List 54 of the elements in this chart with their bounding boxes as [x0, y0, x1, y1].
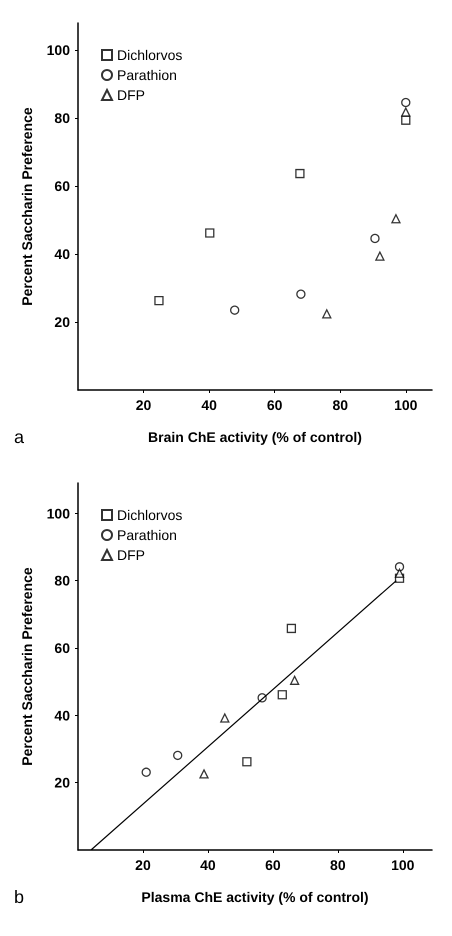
y-tick-label: 60 [54, 640, 70, 656]
legend-label: Dichlorvos [117, 47, 182, 63]
y-tick-label: 80 [54, 110, 70, 126]
x-tick-label: 100 [394, 397, 418, 413]
point [286, 624, 296, 634]
legend-label: Dichlorvos [117, 507, 182, 523]
x-tick-label: 60 [265, 857, 281, 873]
point [242, 757, 252, 766]
x-tick-label: 40 [200, 857, 216, 873]
legend-label: Parathion [117, 67, 177, 83]
text: b [14, 887, 24, 907]
point [401, 107, 410, 117]
x-tick-label: 100 [391, 857, 415, 873]
y-tick-label: 100 [46, 505, 70, 522]
point [401, 98, 410, 108]
point [173, 750, 182, 760]
point [154, 296, 164, 306]
y-axis-title: Percent Saccharin Preference [19, 107, 35, 306]
text: a [14, 427, 25, 447]
y-tick-label: 40 [54, 246, 70, 262]
y-tick-label: 100 [46, 42, 70, 58]
y-tick-label: 20 [54, 774, 70, 791]
point [142, 768, 151, 777]
point [391, 214, 401, 224]
x-axis-title: Plasma ChE activity (% of control) [141, 889, 369, 905]
x-tick-label: 20 [135, 857, 151, 873]
x-tick-label: 80 [332, 397, 348, 413]
x-tick-label: 80 [330, 857, 346, 873]
point [401, 116, 410, 125]
point [322, 309, 332, 319]
point [220, 713, 230, 723]
point [295, 168, 305, 178]
y-tick-label: 40 [54, 707, 70, 724]
point [296, 290, 306, 299]
point [290, 676, 300, 685]
x-tick-label: 20 [136, 397, 152, 413]
point [205, 228, 214, 238]
point [370, 234, 380, 244]
y-tick-label: 20 [54, 314, 70, 330]
point [278, 690, 287, 700]
legend-label: Parathion [117, 527, 177, 543]
legend-label: DFP [117, 547, 145, 563]
x-axis-title: Brain ChE activity (% of control) [148, 429, 362, 445]
point [394, 568, 404, 578]
point [199, 769, 209, 779]
legend-label: DFP [117, 87, 145, 103]
x-tick-label: 40 [201, 397, 218, 413]
y-tick-label: 80 [54, 572, 70, 589]
x-tick-label: 60 [266, 397, 283, 413]
point [394, 562, 404, 572]
y-tick-label: 60 [54, 178, 70, 194]
y-axis-title: Percent Saccharin Preference [19, 567, 35, 766]
point [375, 251, 385, 261]
point [230, 305, 240, 315]
